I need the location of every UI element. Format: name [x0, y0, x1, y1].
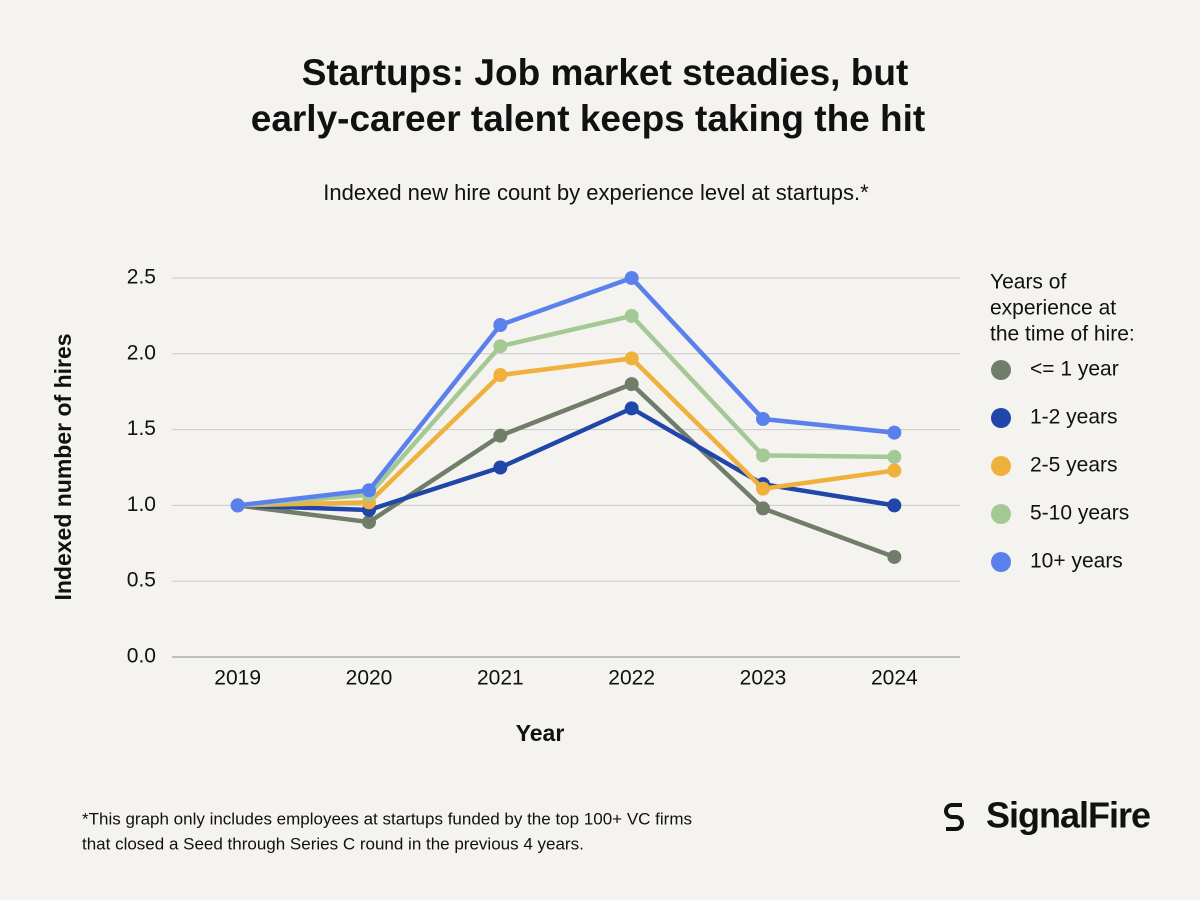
data-point — [362, 515, 376, 530]
legend-marker — [991, 552, 1011, 572]
data-point — [756, 501, 770, 516]
logo-icon — [944, 803, 964, 831]
chart-title: Startups: Job market steadies, but — [302, 52, 909, 93]
series-line — [237, 381, 896, 560]
data-point — [624, 377, 639, 392]
footnote: *This graph only includes employees at s… — [82, 809, 692, 828]
data-point — [887, 463, 902, 478]
data-point — [493, 460, 508, 475]
data-point — [493, 339, 508, 354]
x-tick-label: 2023 — [740, 667, 787, 690]
legend-title: Years of — [990, 271, 1066, 294]
series-line — [237, 313, 895, 508]
y-tick-label: 2.5 — [127, 266, 156, 289]
x-tick-label: 2021 — [477, 667, 524, 690]
data-point — [493, 317, 508, 332]
data-point — [624, 308, 639, 323]
legend-marker — [991, 504, 1011, 524]
footnote: that closed a Seed through Series C roun… — [82, 834, 584, 853]
data-point — [887, 449, 902, 464]
legend-label: 10+ years — [1030, 550, 1123, 573]
data-point — [887, 549, 902, 564]
x-tick-label: 2019 — [214, 667, 261, 690]
y-tick-label: 0.5 — [127, 569, 156, 592]
data-point — [230, 498, 245, 513]
legend-label: 2-5 years — [1030, 454, 1118, 477]
y-tick-label: 0.0 — [127, 645, 156, 668]
legend-label: 1-2 years — [1030, 406, 1118, 429]
y-tick-label: 1.5 — [127, 417, 156, 440]
y-tick-label: 1.0 — [127, 493, 156, 516]
series-line — [237, 275, 895, 508]
legend-label: 5-10 years — [1030, 502, 1129, 525]
legend-marker — [991, 360, 1011, 380]
logo: SignalFire — [986, 795, 1150, 836]
data-point — [362, 483, 376, 498]
legend-label: <= 1 year — [1030, 358, 1119, 381]
legend-marker — [991, 456, 1011, 476]
legend-title: experience at — [990, 297, 1116, 320]
data-point — [756, 448, 770, 463]
data-point — [887, 498, 902, 513]
chart-subtitle: Indexed new hire count by experience lev… — [323, 180, 869, 205]
x-axis-title: Year — [516, 720, 565, 746]
data-point — [624, 401, 639, 416]
data-point — [493, 368, 508, 383]
y-tick-label: 2.0 — [127, 341, 156, 364]
data-point — [624, 351, 639, 366]
y-axis-title: Indexed number of hires — [50, 333, 76, 600]
x-tick-label: 2022 — [608, 667, 655, 690]
data-point — [887, 425, 902, 440]
data-point — [756, 411, 770, 426]
data-point — [493, 428, 508, 443]
legend-title: the time of hire: — [990, 323, 1135, 346]
series-line — [237, 356, 895, 508]
data-point — [624, 271, 639, 285]
legend-marker — [991, 408, 1011, 428]
data-point — [756, 481, 770, 496]
x-tick-label: 2020 — [346, 667, 393, 690]
x-tick-label: 2024 — [871, 667, 918, 690]
chart-title: early-career talent keeps taking the hit — [251, 98, 926, 139]
